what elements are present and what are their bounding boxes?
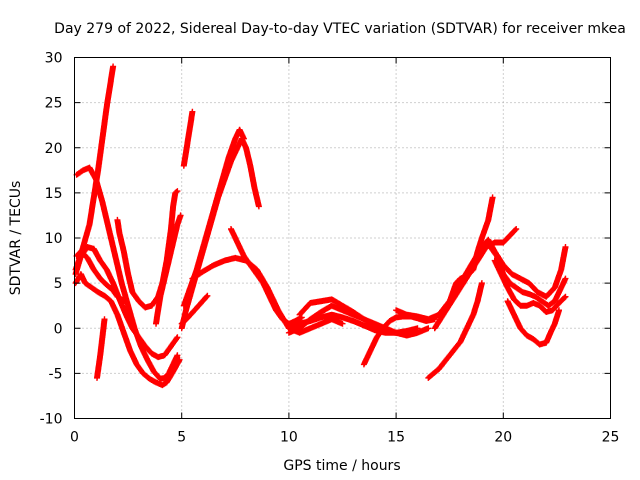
y-tick-label: 10 <box>45 231 63 247</box>
data-point-marks <box>425 280 485 381</box>
data-point-marks <box>153 212 184 327</box>
data-point-marks <box>178 135 262 332</box>
y-tick-label: 30 <box>45 51 63 67</box>
data-point-marks <box>73 248 129 305</box>
series-arc-10 <box>178 135 262 332</box>
chart-title: Day 279 of 2022, Sidereal Day-to-day VTE… <box>54 21 626 37</box>
series-arc-17 <box>285 311 421 336</box>
x-tick-label: 20 <box>494 430 512 446</box>
y-tick-label: 15 <box>45 186 63 202</box>
data-point-marks <box>285 311 421 336</box>
data-point-marks <box>72 271 183 389</box>
data-point-marks <box>491 257 569 315</box>
x-tick-label: 5 <box>177 430 186 446</box>
x-tick-label: 15 <box>387 430 405 446</box>
y-tick-label: -5 <box>49 366 63 382</box>
y-tick-label: -10 <box>40 412 63 428</box>
y-tick-label: 25 <box>45 96 63 112</box>
data-point-marks <box>180 108 196 169</box>
data-point-marks <box>504 298 562 348</box>
series-arc-08 <box>153 212 184 327</box>
data-point-marks <box>180 126 247 309</box>
x-tick-label: 0 <box>70 430 79 446</box>
y-axis-label: SDTVAR / TECUs <box>8 181 24 296</box>
y-tick-label: 20 <box>45 141 63 157</box>
data-point-marks <box>228 226 305 327</box>
axis-ticks: 0 5 10 15 20 25 -10 -5 0 5 10 15 20 25 30 <box>40 51 620 446</box>
series-arc-24 <box>491 257 569 315</box>
x-tick-label: 10 <box>280 430 298 446</box>
grid-lines <box>74 57 611 419</box>
data-points <box>72 63 569 389</box>
series-arc-12 <box>178 292 211 327</box>
series-arc-20 <box>425 280 485 381</box>
series-arc-05 <box>73 248 129 305</box>
y-tick-label: 5 <box>54 276 63 292</box>
data-point-marks <box>178 292 211 327</box>
series-arc-11 <box>180 126 247 309</box>
series-arc-25 <box>504 298 562 348</box>
series-arc-14 <box>228 226 305 327</box>
x-tick-label: 25 <box>602 430 620 446</box>
data-point-marks <box>94 316 108 381</box>
series-arc-06 <box>94 316 108 381</box>
x-axis-label: GPS time / hours <box>283 458 400 474</box>
series-arc-09 <box>180 108 196 169</box>
y-tick-label: 0 <box>54 321 63 337</box>
series-arc-03 <box>72 271 183 389</box>
